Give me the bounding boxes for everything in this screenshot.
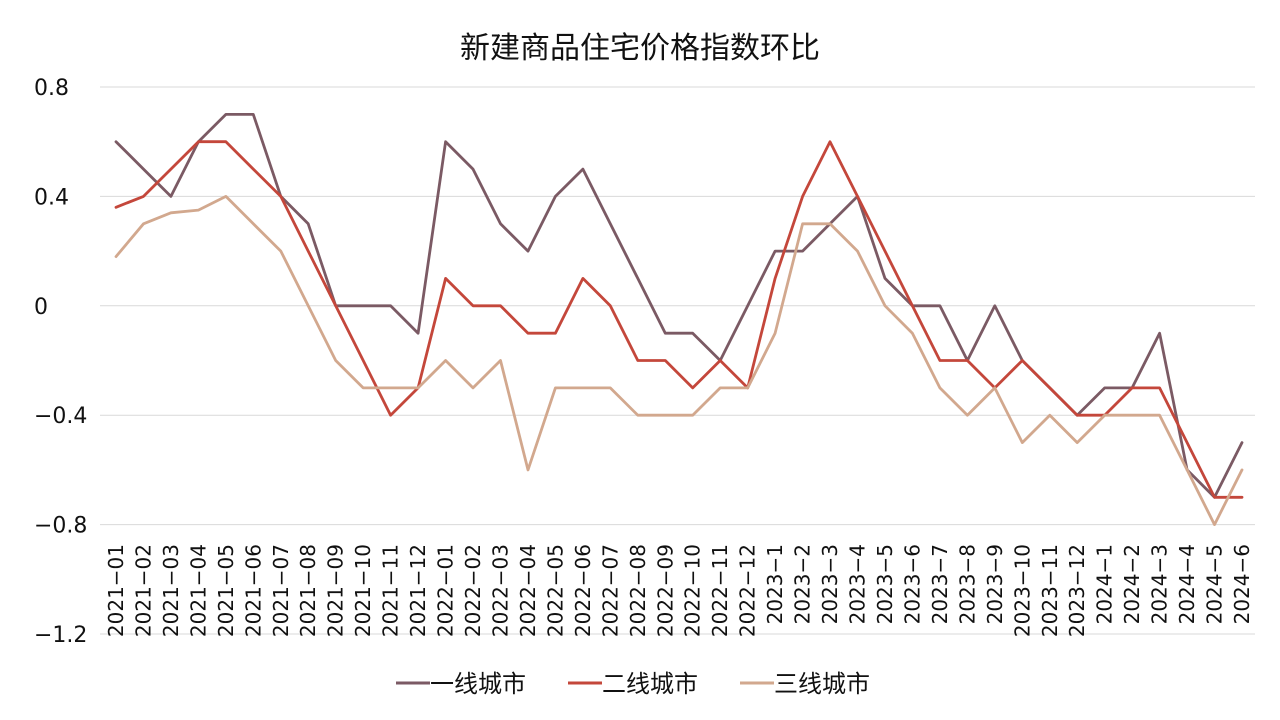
x-tick-label: 2023−8 (955, 544, 979, 624)
legend-label: 三线城市 (774, 670, 870, 698)
x-tick-label: 2021−06 (241, 544, 265, 637)
x-tick-label: 2024−6 (1230, 544, 1254, 624)
x-tick-label: 2022−10 (681, 544, 705, 637)
x-tick-label: 2022−04 (516, 544, 540, 637)
x-tick-label: 2023−5 (873, 544, 897, 624)
x-tick-label: 2022−12 (736, 544, 760, 637)
y-tick-label: −0.4 (34, 404, 87, 429)
y-tick-label: −1.2 (34, 623, 87, 648)
y-tick-label: 0.8 (34, 76, 69, 101)
x-tick-label: 2021−03 (159, 544, 183, 637)
x-tick-label: 2022−11 (708, 544, 732, 637)
y-axis-ticks: 0.8 0.4 0 −0.4 −0.8 −1.2 (34, 76, 87, 648)
x-tick-label: 2023−2 (791, 544, 815, 624)
x-tick-label: 2021−07 (269, 544, 293, 637)
legend-item: 二线城市 (568, 670, 698, 698)
x-tick-label: 2023−7 (928, 544, 952, 624)
x-tick-label: 2024−4 (1175, 544, 1199, 624)
series-line-2 (114, 140, 1244, 499)
x-tick-label: 2021−02 (131, 544, 155, 637)
x-axis-ticks: 2021−01 2021−02 2021−03 2021−04 2021−05 2021−… (104, 544, 1254, 637)
legend-label: 二线城市 (602, 670, 698, 698)
x-tick-label: 2023−11 (1038, 544, 1062, 637)
grid-layer (100, 86, 1255, 635)
x-tick-label: 2021−05 (214, 544, 238, 637)
x-tick-label: 2021−04 (186, 544, 210, 637)
x-tick-label: 2022−01 (434, 544, 458, 637)
x-tick-label: 2022−07 (598, 544, 622, 637)
x-tick-label: 2023−10 (1010, 544, 1034, 637)
x-tick-label: 2022−02 (461, 544, 485, 637)
x-tick-label: 2023−9 (983, 544, 1007, 624)
y-tick-label: 0.4 (34, 185, 69, 210)
x-tick-label: 2021−12 (406, 544, 430, 637)
x-tick-label: 2023−6 (900, 544, 924, 624)
legend-item: 三线城市 (740, 670, 870, 698)
x-tick-label: 2021−08 (296, 544, 320, 637)
y-tick-label: 0 (34, 295, 48, 320)
x-tick-label: 2023−1 (763, 544, 787, 624)
x-tick-label: 2022−05 (543, 544, 567, 637)
x-tick-label: 2023−3 (818, 544, 842, 624)
x-tick-label: 2022−08 (626, 544, 650, 637)
x-tick-label: 2024−5 (1203, 544, 1227, 624)
legend: 一线城市 二线城市 三线城市 (396, 670, 870, 698)
x-tick-label: 2021−01 (104, 544, 128, 637)
x-tick-label: 2022−06 (571, 544, 595, 637)
x-tick-label: 2021−11 (379, 544, 403, 637)
x-tick-label: 2024−2 (1120, 544, 1144, 624)
x-tick-label: 2021−09 (324, 544, 348, 637)
x-tick-label: 2022−03 (488, 544, 512, 637)
x-tick-label: 2021−10 (351, 544, 375, 637)
x-tick-label: 2022−09 (653, 544, 677, 637)
series-line-3 (114, 194, 1244, 526)
x-tick-label: 2023−4 (846, 544, 870, 624)
x-tick-label: 2024−3 (1148, 544, 1172, 624)
x-tick-label: 2023−12 (1065, 544, 1089, 637)
y-tick-label: −0.8 (34, 514, 87, 539)
x-tick-label: 2024−1 (1093, 544, 1117, 624)
legend-label: 一线城市 (430, 670, 526, 698)
series-layer (114, 113, 1244, 526)
chart-title: 新建商品住宅价格指数环比 (460, 31, 820, 66)
legend-item: 一线城市 (396, 670, 526, 698)
